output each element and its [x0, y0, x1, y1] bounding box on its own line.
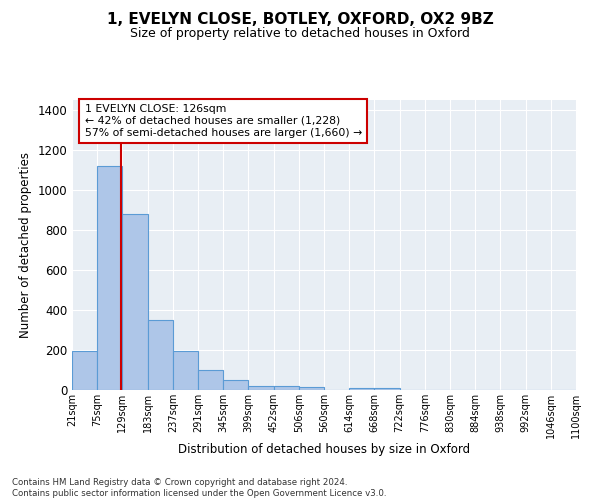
Text: Contains HM Land Registry data © Crown copyright and database right 2024.
Contai: Contains HM Land Registry data © Crown c…: [12, 478, 386, 498]
Y-axis label: Number of detached properties: Number of detached properties: [19, 152, 32, 338]
Bar: [148, 320, 173, 390]
Text: 1, EVELYN CLOSE, BOTLEY, OXFORD, OX2 9BZ: 1, EVELYN CLOSE, BOTLEY, OXFORD, OX2 9BZ: [107, 12, 493, 28]
Text: Size of property relative to detached houses in Oxford: Size of property relative to detached ho…: [130, 28, 470, 40]
Bar: [374, 388, 400, 390]
Text: 1 EVELYN CLOSE: 126sqm
← 42% of detached houses are smaller (1,228)
57% of semi-: 1 EVELYN CLOSE: 126sqm ← 42% of detached…: [85, 104, 362, 138]
Bar: [122, 214, 148, 390]
Bar: [248, 386, 274, 390]
Bar: [349, 388, 374, 390]
Bar: [198, 370, 223, 390]
Bar: [223, 380, 248, 390]
Text: Distribution of detached houses by size in Oxford: Distribution of detached houses by size …: [178, 442, 470, 456]
Bar: [97, 166, 122, 390]
Bar: [173, 352, 198, 390]
Bar: [72, 350, 97, 390]
Bar: [274, 386, 299, 390]
Bar: [299, 387, 324, 390]
